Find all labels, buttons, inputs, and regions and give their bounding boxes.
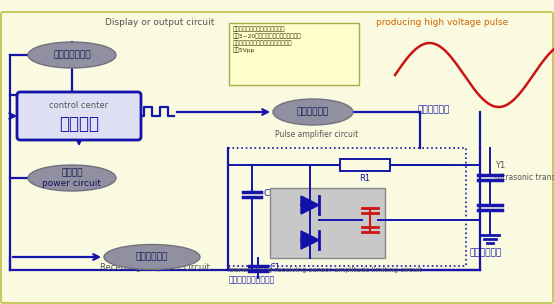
Text: Y1: Y1 (495, 161, 505, 170)
FancyBboxPatch shape (340, 159, 390, 171)
FancyBboxPatch shape (229, 23, 359, 85)
Text: 显示或输出电路: 显示或输出电路 (53, 50, 91, 60)
Ellipse shape (28, 165, 116, 191)
Text: 控制中心: 控制中心 (59, 115, 99, 133)
Text: 产生高压脉冲: 产生高压脉冲 (418, 105, 450, 114)
Text: 接收放大电路: 接收放大电路 (136, 253, 168, 261)
Ellipse shape (104, 244, 200, 270)
Ellipse shape (28, 42, 116, 68)
Text: R1: R1 (360, 174, 371, 183)
Text: 电源电路
power circuit: 电源电路 power circuit (43, 168, 101, 188)
Polygon shape (301, 231, 319, 249)
Text: 根据换能器的频率和实际工作要求
产生5~20个周期的脉冲信号，信号的频
率必须与换能器的频率相等，信号的幅
度为5Vpp: 根据换能器的频率和实际工作要求 产生5~20个周期的脉冲信号，信号的频 率必须与… (233, 26, 301, 53)
Text: 超声波换能器: 超声波换能器 (470, 248, 502, 257)
Text: C2: C2 (263, 189, 274, 199)
FancyBboxPatch shape (270, 188, 385, 258)
Text: producing high voltage pulse: producing high voltage pulse (376, 18, 508, 27)
Text: 仓发一体探头限幅电路: 仓发一体探头限幅电路 (229, 275, 275, 284)
Text: ultrasonic transducer: ultrasonic transducer (495, 173, 554, 182)
Text: D2: D2 (297, 194, 309, 203)
Ellipse shape (273, 99, 353, 125)
Text: Pulse amplifier circuit: Pulse amplifier circuit (275, 130, 358, 139)
Text: C1: C1 (269, 264, 280, 272)
Text: D1: D1 (297, 238, 309, 247)
FancyBboxPatch shape (1, 12, 553, 303)
Text: Display or output circuit: Display or output circuit (105, 18, 214, 27)
Polygon shape (301, 196, 319, 214)
Text: 脉冲放大电路: 脉冲放大电路 (297, 108, 329, 116)
Text: Receiving amplifier circuit: Receiving amplifier circuit (100, 264, 210, 272)
Text: control center: control center (49, 101, 109, 109)
FancyBboxPatch shape (17, 92, 141, 140)
Text: transmitting receiving sensor amplitude limiting circuit: transmitting receiving sensor amplitude … (229, 267, 422, 273)
